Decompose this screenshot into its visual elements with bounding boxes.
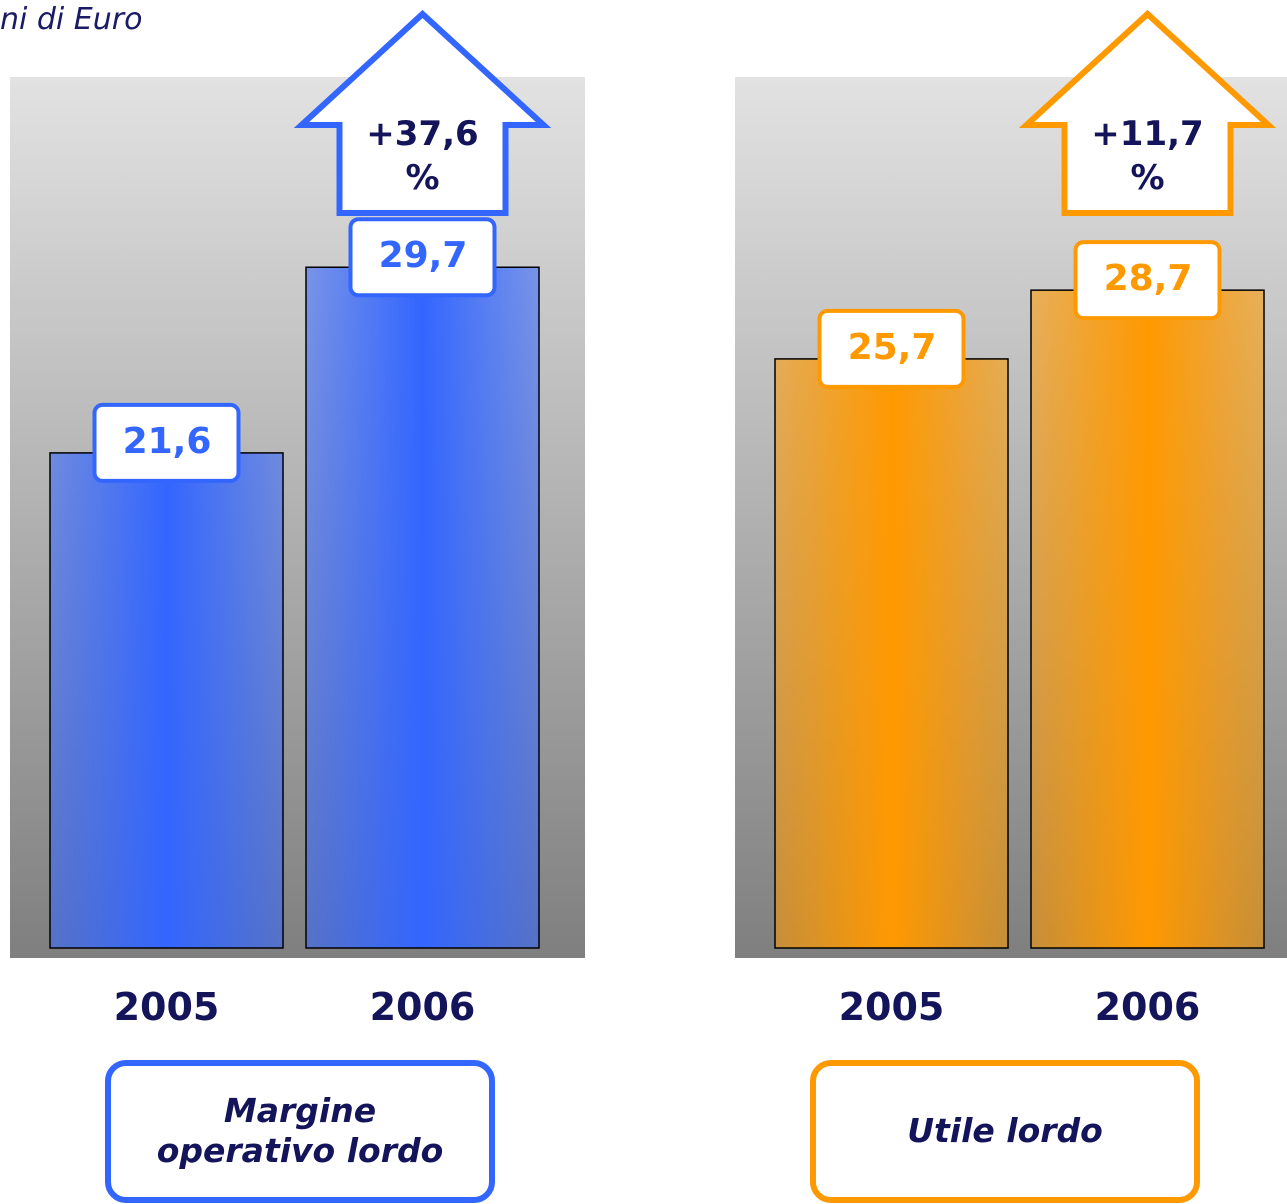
x-tick-label: 2006 (369, 985, 476, 1029)
legend-box (105, 1060, 495, 1203)
bar (49, 452, 284, 949)
value-label: 29,7 (378, 235, 468, 277)
value-label: 21,6 (122, 420, 212, 462)
value-label-box (92, 402, 241, 483)
bar (1030, 289, 1265, 949)
value-label: 25,7 (847, 326, 937, 368)
x-tick-label: 2005 (113, 985, 220, 1029)
growth-arrow (1018, 9, 1277, 216)
value-label-box (348, 217, 497, 298)
bar (774, 358, 1009, 949)
growth-annotation: +11,7 % (1091, 114, 1204, 198)
bar (305, 266, 540, 949)
value-label-box (817, 308, 966, 389)
x-tick-label: 2006 (1094, 985, 1201, 1029)
chart-title: Utile lordo (907, 1111, 1103, 1150)
chart-title: Margine operativo lordo (156, 1091, 444, 1170)
legend-box (810, 1060, 1200, 1203)
value-label-box (1073, 240, 1222, 321)
value-label: 28,7 (1103, 258, 1193, 300)
subtitle: ni di Euro (0, 2, 143, 37)
x-tick-label: 2005 (838, 985, 945, 1029)
growth-annotation: +37,6 % (366, 114, 479, 198)
growth-arrow (293, 9, 552, 216)
